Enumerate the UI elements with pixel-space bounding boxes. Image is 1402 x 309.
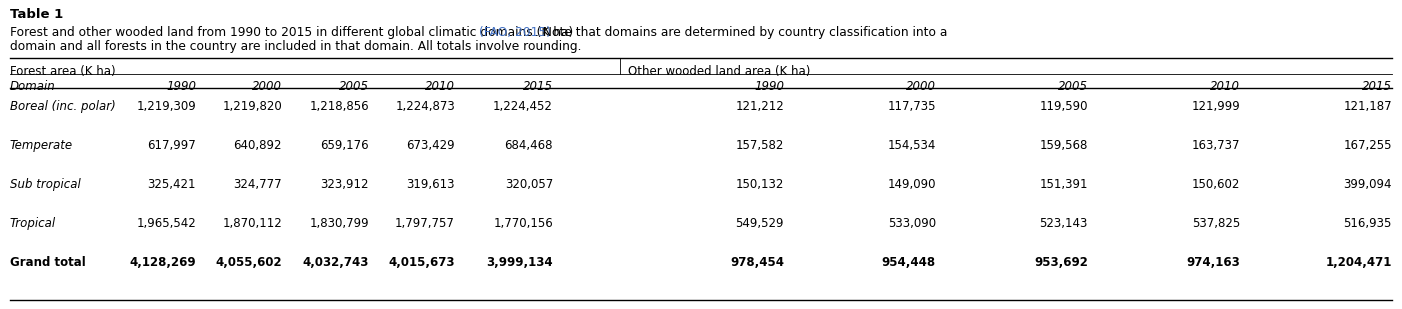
Text: 2015: 2015: [523, 80, 552, 93]
Text: 163,737: 163,737: [1192, 139, 1239, 152]
Text: 121,999: 121,999: [1192, 100, 1239, 113]
Text: 523,143: 523,143: [1040, 217, 1088, 230]
Text: 1,219,820: 1,219,820: [223, 100, 282, 113]
Text: 974,163: 974,163: [1186, 256, 1239, 269]
Text: 4,032,743: 4,032,743: [303, 256, 369, 269]
Text: 399,094: 399,094: [1343, 178, 1392, 191]
Text: 121,212: 121,212: [735, 100, 784, 113]
Text: 150,132: 150,132: [736, 178, 784, 191]
Text: 323,912: 323,912: [321, 178, 369, 191]
Text: 953,692: 953,692: [1035, 256, 1088, 269]
Text: 537,825: 537,825: [1192, 217, 1239, 230]
Text: 4,015,673: 4,015,673: [388, 256, 456, 269]
Text: 2000: 2000: [906, 80, 937, 93]
Text: 1,204,471: 1,204,471: [1326, 256, 1392, 269]
Text: 617,997: 617,997: [147, 139, 196, 152]
Text: 533,090: 533,090: [887, 217, 937, 230]
Text: (FAO, 2015): (FAO, 2015): [478, 26, 551, 39]
Text: 640,892: 640,892: [234, 139, 282, 152]
Text: 1,218,856: 1,218,856: [310, 100, 369, 113]
Text: 159,568: 159,568: [1040, 139, 1088, 152]
Text: 2015: 2015: [1361, 80, 1392, 93]
Text: 319,613: 319,613: [407, 178, 456, 191]
Text: 1,224,873: 1,224,873: [395, 100, 456, 113]
Text: Forest area (K ha): Forest area (K ha): [10, 65, 115, 78]
Text: Forest and other wooded land from 1990 to 2015 in different global climatic doma: Forest and other wooded land from 1990 t…: [10, 26, 578, 39]
Text: Boreal (inc. polar): Boreal (inc. polar): [10, 100, 116, 113]
Text: 2005: 2005: [1059, 80, 1088, 93]
Text: 684,468: 684,468: [505, 139, 552, 152]
Text: 2010: 2010: [425, 80, 456, 93]
Text: 1990: 1990: [754, 80, 784, 93]
Text: 2000: 2000: [252, 80, 282, 93]
Text: Temperate: Temperate: [10, 139, 73, 152]
Text: Tropical: Tropical: [10, 217, 56, 230]
Text: 4,055,602: 4,055,602: [216, 256, 282, 269]
Text: 1,219,309: 1,219,309: [136, 100, 196, 113]
Text: 1,870,112: 1,870,112: [223, 217, 282, 230]
Text: 2005: 2005: [339, 80, 369, 93]
Text: 119,590: 119,590: [1039, 100, 1088, 113]
Text: 149,090: 149,090: [887, 178, 937, 191]
Text: Sub tropical: Sub tropical: [10, 178, 81, 191]
Text: . Note that domains are determined by country classification into a: . Note that domains are determined by co…: [536, 26, 948, 39]
Text: 1990: 1990: [165, 80, 196, 93]
Text: 154,534: 154,534: [887, 139, 937, 152]
Text: Other wooded land area (K ha): Other wooded land area (K ha): [628, 65, 810, 78]
Text: 167,255: 167,255: [1343, 139, 1392, 152]
Text: 157,582: 157,582: [736, 139, 784, 152]
Text: 320,057: 320,057: [505, 178, 552, 191]
Text: 1,770,156: 1,770,156: [494, 217, 552, 230]
Text: 325,421: 325,421: [147, 178, 196, 191]
Text: 1,797,757: 1,797,757: [395, 217, 456, 230]
Text: 324,777: 324,777: [233, 178, 282, 191]
Text: 549,529: 549,529: [736, 217, 784, 230]
Text: 659,176: 659,176: [321, 139, 369, 152]
Text: domain and all forests in the country are included in that domain. All totals in: domain and all forests in the country ar…: [10, 40, 582, 53]
Text: Table 1: Table 1: [10, 8, 63, 21]
Text: 121,187: 121,187: [1343, 100, 1392, 113]
Text: 1,830,799: 1,830,799: [310, 217, 369, 230]
Text: 516,935: 516,935: [1343, 217, 1392, 230]
Text: 978,454: 978,454: [730, 256, 784, 269]
Text: 151,391: 151,391: [1039, 178, 1088, 191]
Text: 1,965,542: 1,965,542: [136, 217, 196, 230]
Text: 4,128,269: 4,128,269: [129, 256, 196, 269]
Text: Domain: Domain: [10, 80, 56, 93]
Text: 673,429: 673,429: [407, 139, 456, 152]
Text: 954,448: 954,448: [882, 256, 937, 269]
Text: 2010: 2010: [1210, 80, 1239, 93]
Text: 150,602: 150,602: [1192, 178, 1239, 191]
Text: 117,735: 117,735: [887, 100, 937, 113]
Text: Grand total: Grand total: [10, 256, 86, 269]
Text: 1,224,452: 1,224,452: [494, 100, 552, 113]
Text: 3,999,134: 3,999,134: [486, 256, 552, 269]
